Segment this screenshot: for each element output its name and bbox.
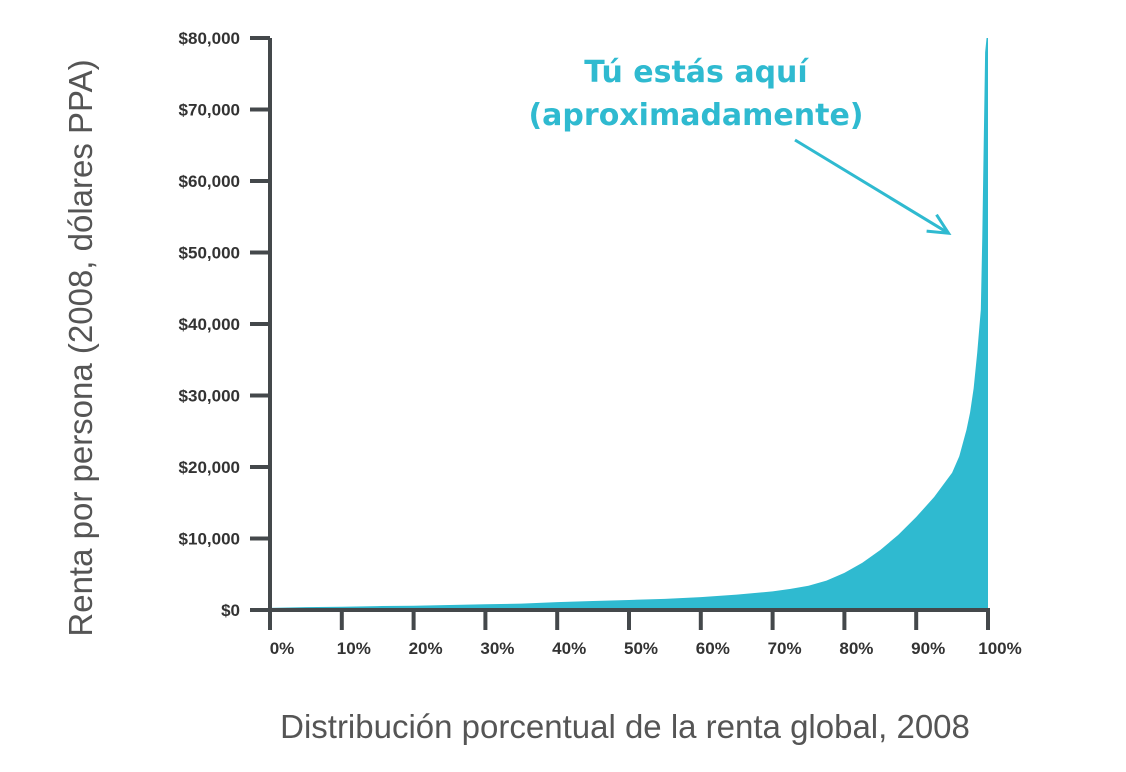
income-area-series-0 [270,38,988,610]
y-tick-label: $70,000 [179,101,240,120]
annotation-arrowhead [926,213,952,235]
y-tick-label: $0 [221,601,240,620]
x-tick-label: 70% [768,639,802,658]
y-tick-label: $10,000 [179,530,240,549]
x-axis-title: Distribución porcentual de la renta glob… [280,708,970,745]
x-tick-label: 30% [480,639,514,658]
annotation-text-line: Tú estás aquí [584,55,809,90]
x-tick-label: 100% [978,639,1021,658]
axis-layer [250,38,990,630]
x-tick-label: 50% [624,639,658,658]
y-axis-title: Renta por persona (2008, dólares PPA) [62,59,99,636]
x-tick-label: 40% [552,639,586,658]
x-tick-label: 0% [270,639,295,658]
y-tick-label: $40,000 [179,315,240,334]
y-tick-label: $30,000 [179,387,240,406]
annotation-arrow [794,138,950,235]
annotation-layer: Tú estás aquí (aproximadamente) [528,55,952,235]
x-tick-label: 60% [696,639,730,658]
x-tick-label: 10% [337,639,371,658]
y-tick-label: $50,000 [179,244,240,263]
y-tick-label: $20,000 [179,458,240,477]
x-tick-label: 80% [839,639,873,658]
area-layer [270,38,988,610]
annotation-text-line: (aproximadamente) [528,98,863,133]
x-tick-labels: 0% 10% 20% 30% 40% 50% 60% 70% 80% 90% 100% [268,610,1022,658]
x-tick-label: 20% [409,639,443,658]
y-tick-labels: $0 $10,000 $20,000 $30,000 $40,000 $50,000 $60… [179,29,270,620]
y-tick-label: $80,000 [179,29,240,48]
x-tick-label: 90% [911,639,945,658]
y-tick-label: $60,000 [179,172,240,191]
